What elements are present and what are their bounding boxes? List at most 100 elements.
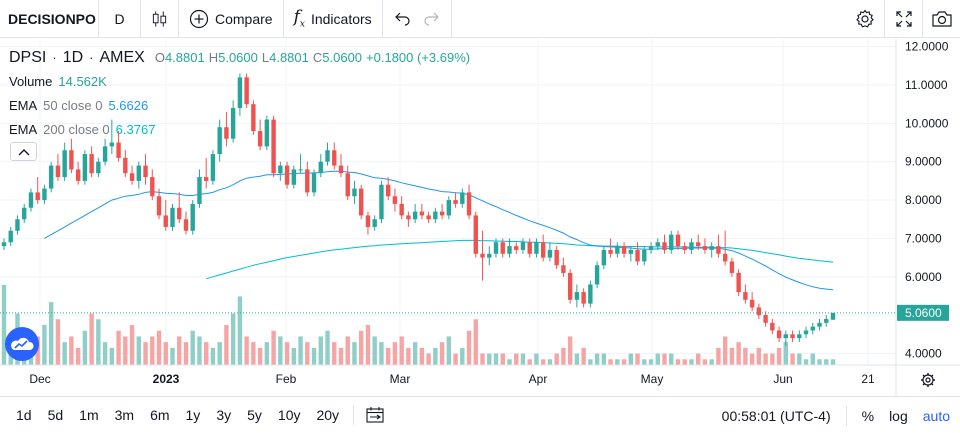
interval-button[interactable]: D xyxy=(99,0,141,38)
undo-button[interactable] xyxy=(383,0,417,38)
candle xyxy=(527,238,532,258)
axis-settings-icon[interactable] xyxy=(921,373,935,387)
volume-bar xyxy=(824,359,829,365)
chart-legend: DPSI · 1D · AMEX O 4.8801 H 5.0600 L 4.8… xyxy=(9,46,474,142)
range-button-3y[interactable]: 3y xyxy=(216,407,232,423)
candle-body xyxy=(615,246,620,254)
candle-body xyxy=(635,249,640,262)
ema200-legend[interactable]: EMA 200 close 0 6.3767 xyxy=(9,118,474,142)
range-button-1y[interactable]: 1y xyxy=(185,407,201,423)
candle-body xyxy=(601,249,607,266)
range-button-5y[interactable]: 5y xyxy=(247,407,262,423)
volume-bar xyxy=(42,325,47,365)
volume-bar xyxy=(770,353,775,365)
volume-bar xyxy=(89,313,94,365)
ema200-label: EMA xyxy=(9,122,38,137)
time-axis: Dec 2023 Feb Mar Apr May Jun 21 xyxy=(0,364,960,387)
volume-label: Volume xyxy=(9,74,53,89)
candle xyxy=(143,154,148,185)
snapshot-button[interactable] xyxy=(922,0,960,38)
candle xyxy=(439,203,445,220)
volume-bar xyxy=(372,336,377,365)
candle xyxy=(264,115,270,151)
candle xyxy=(379,180,384,224)
indicators-button[interactable]: fx Indicators xyxy=(284,0,383,38)
volume-bar xyxy=(675,359,681,365)
volume-bar xyxy=(419,347,425,365)
candle-body xyxy=(116,142,121,158)
candle-body xyxy=(682,246,687,250)
volume-bar xyxy=(540,359,546,365)
range-button-5d[interactable]: 5d xyxy=(47,407,64,423)
log-scale-button[interactable]: log xyxy=(889,407,908,424)
candle xyxy=(480,230,485,281)
settings-button[interactable] xyxy=(846,0,884,38)
range-button-3m[interactable]: 3m xyxy=(114,407,135,423)
candle xyxy=(82,150,88,185)
volume-bar xyxy=(514,353,519,365)
candle-body xyxy=(96,161,101,174)
go-to-date-button[interactable] xyxy=(366,407,384,423)
gear-icon-core xyxy=(925,377,931,383)
candle-body xyxy=(251,104,256,132)
candle-body xyxy=(170,207,175,227)
candle-body xyxy=(783,334,789,339)
cloud-logo-icon xyxy=(11,337,34,350)
candle xyxy=(15,215,20,235)
volume-bar xyxy=(210,347,216,365)
volume-bar xyxy=(156,330,162,365)
candle-body xyxy=(150,177,155,197)
volume-bar xyxy=(547,359,553,365)
candle xyxy=(473,211,478,258)
range-button-10y[interactable]: 10y xyxy=(277,407,301,423)
volume-bar xyxy=(433,347,438,365)
candle xyxy=(642,246,647,266)
range-button-20y[interactable]: 20y xyxy=(316,407,340,423)
candle-body xyxy=(500,242,505,254)
candle-body xyxy=(621,246,627,254)
candle xyxy=(338,154,344,178)
candle xyxy=(770,318,775,335)
candle xyxy=(749,292,755,312)
range-button-1m[interactable]: 1m xyxy=(79,407,99,423)
tradingview-logo[interactable] xyxy=(5,327,39,361)
volume-legend[interactable]: Volume 14.562K xyxy=(9,70,474,94)
ema50-legend[interactable]: EMA 50 close 0 5.6626 xyxy=(9,94,474,118)
legend-low: 4.8801 xyxy=(269,50,309,65)
legend-open: 4.8801 xyxy=(164,50,205,65)
candle xyxy=(601,246,607,270)
candle xyxy=(621,242,627,258)
symbol-search-button[interactable]: DECISIONPO xyxy=(0,0,99,38)
candle xyxy=(615,242,620,258)
percent-scale-button[interactable]: % xyxy=(861,407,875,424)
legend-collapse-button[interactable] xyxy=(10,142,37,161)
candle xyxy=(35,177,40,204)
candle-body xyxy=(1,242,7,247)
candle xyxy=(345,165,350,201)
candle-body xyxy=(749,299,755,308)
candle xyxy=(628,246,634,262)
chart-type-button[interactable] xyxy=(141,0,179,38)
volume-bar xyxy=(385,347,391,365)
undo-icon xyxy=(394,12,410,26)
candle xyxy=(284,161,290,189)
candle xyxy=(460,188,465,208)
volume-bar xyxy=(567,336,573,365)
volume-bar xyxy=(352,342,357,365)
fullscreen-button[interactable] xyxy=(884,0,922,38)
candle xyxy=(230,100,236,143)
candle xyxy=(406,211,411,227)
candle-body xyxy=(581,292,586,304)
timezone-clock[interactable]: 00:58:01 (UTC-4) xyxy=(721,407,831,424)
last-price-tag xyxy=(897,304,949,321)
auto-scale-button[interactable]: auto xyxy=(922,407,950,424)
volume-bar xyxy=(406,347,411,365)
redo-button[interactable] xyxy=(417,0,452,38)
candle-body xyxy=(8,230,13,243)
plus-circle-icon xyxy=(189,9,209,28)
range-button-1d[interactable]: 1d xyxy=(16,407,32,423)
candle-body xyxy=(419,211,425,216)
candle xyxy=(696,234,701,250)
compare-button[interactable]: Compare xyxy=(179,0,284,38)
range-button-6m[interactable]: 6m xyxy=(150,407,170,423)
